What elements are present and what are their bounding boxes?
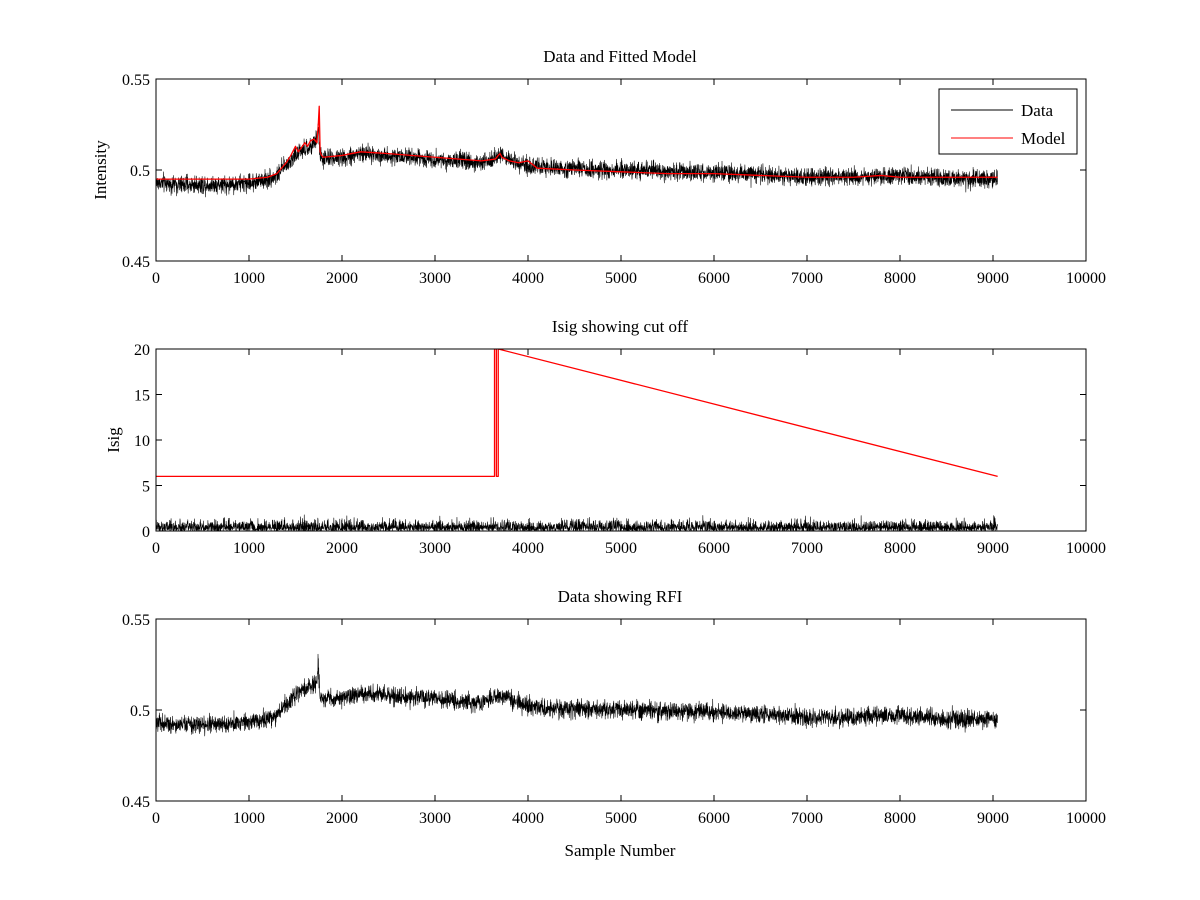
panel1-ticks: 0 1000 2000 3000 4000 5000 6000 7000 8000 9000 100… xyxy=(122,72,1106,287)
panel3-title: Data showing RFI xyxy=(558,587,683,606)
panel3-ticks: 0 1000 2000 3000 4000 5000 6000 7000 8000 9000 100… xyxy=(122,612,1106,827)
panel2-ytick-label: 10 xyxy=(134,433,150,450)
panel2-ytick-label: 20 xyxy=(134,342,150,359)
panel-data-and-fitted-model: Data and Fitted Model Intensity 0 1000 200… xyxy=(91,47,1106,287)
panel1-title: Data and Fitted Model xyxy=(543,47,697,66)
panel3-xtick-label: 2000 xyxy=(326,810,358,827)
panel3-ytick-label: 0.5 xyxy=(130,703,150,720)
panel2-plot-area xyxy=(156,349,998,531)
panel2-xtick-label: 2000 xyxy=(326,540,358,557)
panel3-xtick-label: 7000 xyxy=(791,810,823,827)
panel1-xtick-label: 9000 xyxy=(977,270,1009,287)
panel3-xtick-label: 3000 xyxy=(419,810,451,827)
panel1-series-data xyxy=(156,123,998,198)
panel3-xtick-label: 1000 xyxy=(233,810,265,827)
panel2-series-cut-off xyxy=(156,349,998,478)
panel1-ytick-label: 0.5 xyxy=(130,163,150,180)
panel1-ylabel: Intensity xyxy=(91,140,110,200)
panel2-xtick-label: 0 xyxy=(152,540,160,557)
panel2-ytick-label: 5 xyxy=(142,479,150,496)
panel1-xtick-label: 7000 xyxy=(791,270,823,287)
panel2-ylabel: Isig xyxy=(104,427,123,453)
panel2-xtick-label: 6000 xyxy=(698,540,730,557)
panel3-series-data xyxy=(156,653,998,737)
legend-box xyxy=(938,88,1078,155)
panel2-ytick-label: 15 xyxy=(134,388,150,405)
panel1-xtick-label: 4000 xyxy=(512,270,544,287)
panel1-xtick-label: 1000 xyxy=(233,270,265,287)
panel2-xtick-label: 5000 xyxy=(605,540,637,557)
legend-model-label: Model xyxy=(1021,129,1066,148)
panel1-ytick-label: 0.55 xyxy=(122,72,150,89)
panel2-series-isig xyxy=(156,514,998,531)
panel3-xlabel: Sample Number xyxy=(565,841,676,860)
panel1-xtick-label: 8000 xyxy=(884,270,916,287)
panel3-xtick-label: 0 xyxy=(152,810,160,827)
panel2-title: Isig showing cut off xyxy=(552,317,688,336)
panel3-xtick-label: 4000 xyxy=(512,810,544,827)
panel2-xtick-label: 9000 xyxy=(977,540,1009,557)
panel1-xtick-label: 5000 xyxy=(605,270,637,287)
legend-data-label: Data xyxy=(1021,101,1054,120)
panel3-ytick-label: 0.45 xyxy=(122,794,150,811)
panel3-xtick-label: 6000 xyxy=(698,810,730,827)
panel2-xtick-label: 1000 xyxy=(233,540,265,557)
panel2-xtick-label: 10000 xyxy=(1066,540,1106,557)
panel3-ytick-label: 0.55 xyxy=(122,612,150,629)
panel-isig-showing-cut-off: Isig showing cut off Isig 0 1000 2000 3000 4… xyxy=(104,317,1106,557)
panel3-xtick-label: 9000 xyxy=(977,810,1009,827)
panel1-plot-area xyxy=(156,105,998,198)
panel1-xtick-label: 10000 xyxy=(1066,270,1106,287)
panel2-xtick-label: 3000 xyxy=(419,540,451,557)
panel2-xtick-label: 4000 xyxy=(512,540,544,557)
panel1-series-model xyxy=(156,105,998,180)
panel2-ytick-label: 0 xyxy=(142,524,150,541)
panel-data-showing-rfi: Data showing RFI 0 1000 2000 3000 4000 5000 60… xyxy=(122,587,1106,860)
panel2-ticks: 0 1000 2000 3000 4000 5000 6000 7000 8000 9000 100… xyxy=(134,342,1106,557)
panel3-xtick-label: 5000 xyxy=(605,810,637,827)
panel1-xtick-label: 0 xyxy=(152,270,160,287)
panel2-xtick-label: 7000 xyxy=(791,540,823,557)
panel1-legend: Data Model xyxy=(938,88,1078,155)
panel1-ytick-label: 0.45 xyxy=(122,254,150,271)
panel1-xtick-label: 2000 xyxy=(326,270,358,287)
panel3-plot-area xyxy=(156,653,998,737)
panel3-xtick-label: 8000 xyxy=(884,810,916,827)
panel2-xtick-label: 8000 xyxy=(884,540,916,557)
panel3-xtick-label: 10000 xyxy=(1066,810,1106,827)
panel1-xtick-label: 3000 xyxy=(419,270,451,287)
panel1-xtick-label: 6000 xyxy=(698,270,730,287)
